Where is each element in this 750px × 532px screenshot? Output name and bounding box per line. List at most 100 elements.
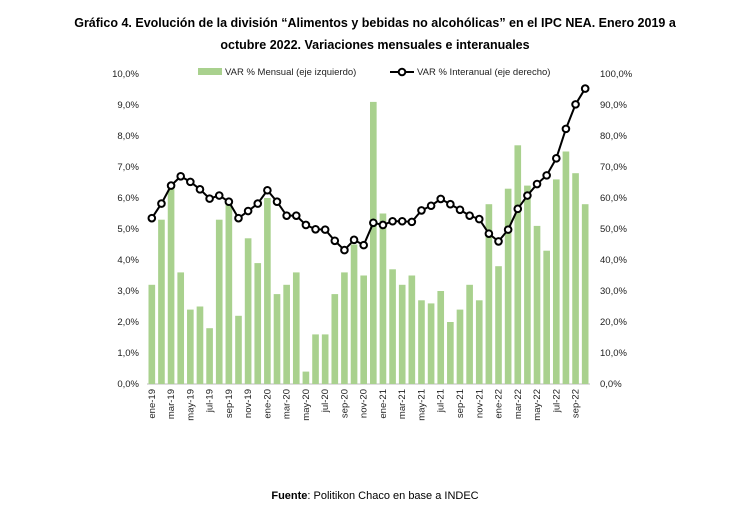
- bar-jun-19: [196, 306, 204, 384]
- point-ene-20: [263, 185, 272, 195]
- bar-dic-19: [254, 263, 262, 384]
- y-left-tick-label: 5,0%: [117, 224, 139, 235]
- bar-ene-19: [148, 284, 156, 384]
- y-right-tick-label: 60,0%: [600, 193, 627, 204]
- point-mar-20: [282, 211, 291, 220]
- x-tick-label: ene-19: [147, 389, 158, 419]
- point-jun-19: [195, 185, 205, 194]
- x-tick-label: sep-19: [224, 389, 235, 418]
- point-jul-19: [205, 194, 214, 203]
- bar-feb-20: [273, 294, 281, 384]
- point-feb-21: [388, 216, 397, 226]
- bar-feb-21: [389, 269, 396, 384]
- legend-line-marker: [397, 67, 407, 77]
- point-ago-21: [446, 199, 455, 209]
- source-note: Fuente: Politikon Chaco en base a INDEC: [0, 490, 750, 502]
- point-jun-21: [426, 201, 436, 211]
- point-sep-20: [340, 245, 349, 255]
- point-mar-22: [513, 204, 523, 214]
- y-left-tick-label: 9,0%: [117, 100, 139, 111]
- bar-dic-20: [370, 101, 377, 385]
- y-left-tick-label: 4,0%: [117, 255, 139, 266]
- point-ene-22: [494, 237, 503, 246]
- x-tick-label: jul-19: [205, 389, 216, 413]
- point-jun-20: [311, 225, 320, 234]
- y-right-tick-label: 70,0%: [600, 162, 627, 173]
- x-tick-label: may-19: [185, 389, 196, 421]
- x-tick-label: nov-20: [359, 389, 370, 418]
- bar-oct-21: [466, 284, 473, 384]
- point-may-21: [417, 206, 426, 215]
- bar-jul-21: [437, 291, 445, 384]
- x-tick-label: sep-20: [339, 389, 350, 418]
- point-ago-19: [214, 191, 224, 200]
- point-jun-22: [542, 171, 551, 180]
- y-left-tick-label: 10,0%: [112, 69, 139, 80]
- point-jul-22: [551, 154, 561, 163]
- legend-bar-label: VAR % Mensual (eje izquierdo): [225, 67, 356, 78]
- point-ene-21: [378, 220, 388, 230]
- x-tick-label: mar-19: [166, 389, 177, 419]
- title-line-2: octubre 2022. Variaciones mensuales e in…: [220, 38, 530, 52]
- bar-mar-19: [167, 188, 175, 384]
- y-right-tick-label: 10,0%: [600, 348, 627, 359]
- x-tick-label: sep-21: [455, 389, 466, 418]
- x-tick-label: sep-22: [571, 389, 582, 418]
- bar-mar-21: [398, 284, 406, 384]
- x-tick-label: jul-22: [551, 389, 562, 413]
- x-tick-label: may-20: [301, 389, 312, 421]
- y-right-tick-label: 90,0%: [600, 100, 627, 111]
- y-left-tick-label: 3,0%: [117, 286, 139, 297]
- x-tick-label: mar-21: [397, 389, 408, 419]
- point-dic-20: [369, 218, 378, 228]
- bar-nov-20: [360, 275, 367, 384]
- point-may-19: [186, 177, 195, 187]
- point-ago-22: [561, 124, 571, 134]
- point-feb-19: [157, 199, 166, 208]
- bar-jun-22: [543, 250, 550, 384]
- y-right-tick-label: 20,0%: [600, 317, 627, 328]
- bar-nov-21: [475, 300, 483, 384]
- point-mar-21: [397, 216, 407, 226]
- x-tick-label: mar-20: [282, 389, 293, 419]
- bar-mar-20: [283, 284, 290, 384]
- point-may-22: [532, 179, 542, 189]
- y-left-tick-label: 6,0%: [117, 193, 139, 204]
- bar-ago-19: [215, 219, 223, 384]
- y-right-tick-label: 100,0%: [600, 69, 633, 80]
- bar-jul-19: [206, 328, 213, 384]
- bar-sep-22: [572, 173, 579, 384]
- bar-sep-21: [456, 309, 464, 384]
- point-nov-21: [474, 214, 484, 224]
- source-label: Fuente: [271, 490, 308, 502]
- bar-may-20: [302, 371, 310, 384]
- bar-may-21: [418, 300, 425, 384]
- x-tick-label: ene-20: [262, 389, 273, 419]
- point-dic-19: [253, 199, 263, 208]
- point-nov-19: [243, 206, 253, 216]
- bar-ago-21: [447, 322, 454, 384]
- point-jul-21: [436, 194, 446, 204]
- y-right-tick-label: 80,0%: [600, 131, 627, 142]
- source-text: : Politikon Chaco en base a INDEC: [307, 490, 479, 502]
- line-interanual: [150, 88, 587, 252]
- bar-mar-22: [514, 145, 522, 384]
- point-dic-21: [484, 229, 494, 238]
- bar-abr-21: [408, 275, 416, 384]
- bar-oct-22: [581, 204, 589, 384]
- bar-sep-20: [341, 272, 348, 384]
- y-left-tick-label: 7,0%: [117, 162, 139, 173]
- bar-ene-21: [379, 213, 387, 384]
- bar-oct-20: [350, 244, 358, 384]
- point-ene-19: [147, 213, 157, 223]
- y-right-tick-label: 50,0%: [600, 224, 627, 235]
- bar-may-19: [187, 309, 194, 384]
- bar-jun-20: [312, 334, 319, 384]
- bar-jul-22: [552, 179, 560, 384]
- point-ago-20: [330, 236, 340, 246]
- chart-title: Gráfico 4. Evolución de la división “Ali…: [0, 12, 750, 56]
- point-abr-19: [176, 172, 186, 181]
- bar-abr-22: [524, 185, 531, 384]
- point-jul-20: [320, 225, 330, 234]
- y-left-tick-label: 1,0%: [117, 348, 139, 359]
